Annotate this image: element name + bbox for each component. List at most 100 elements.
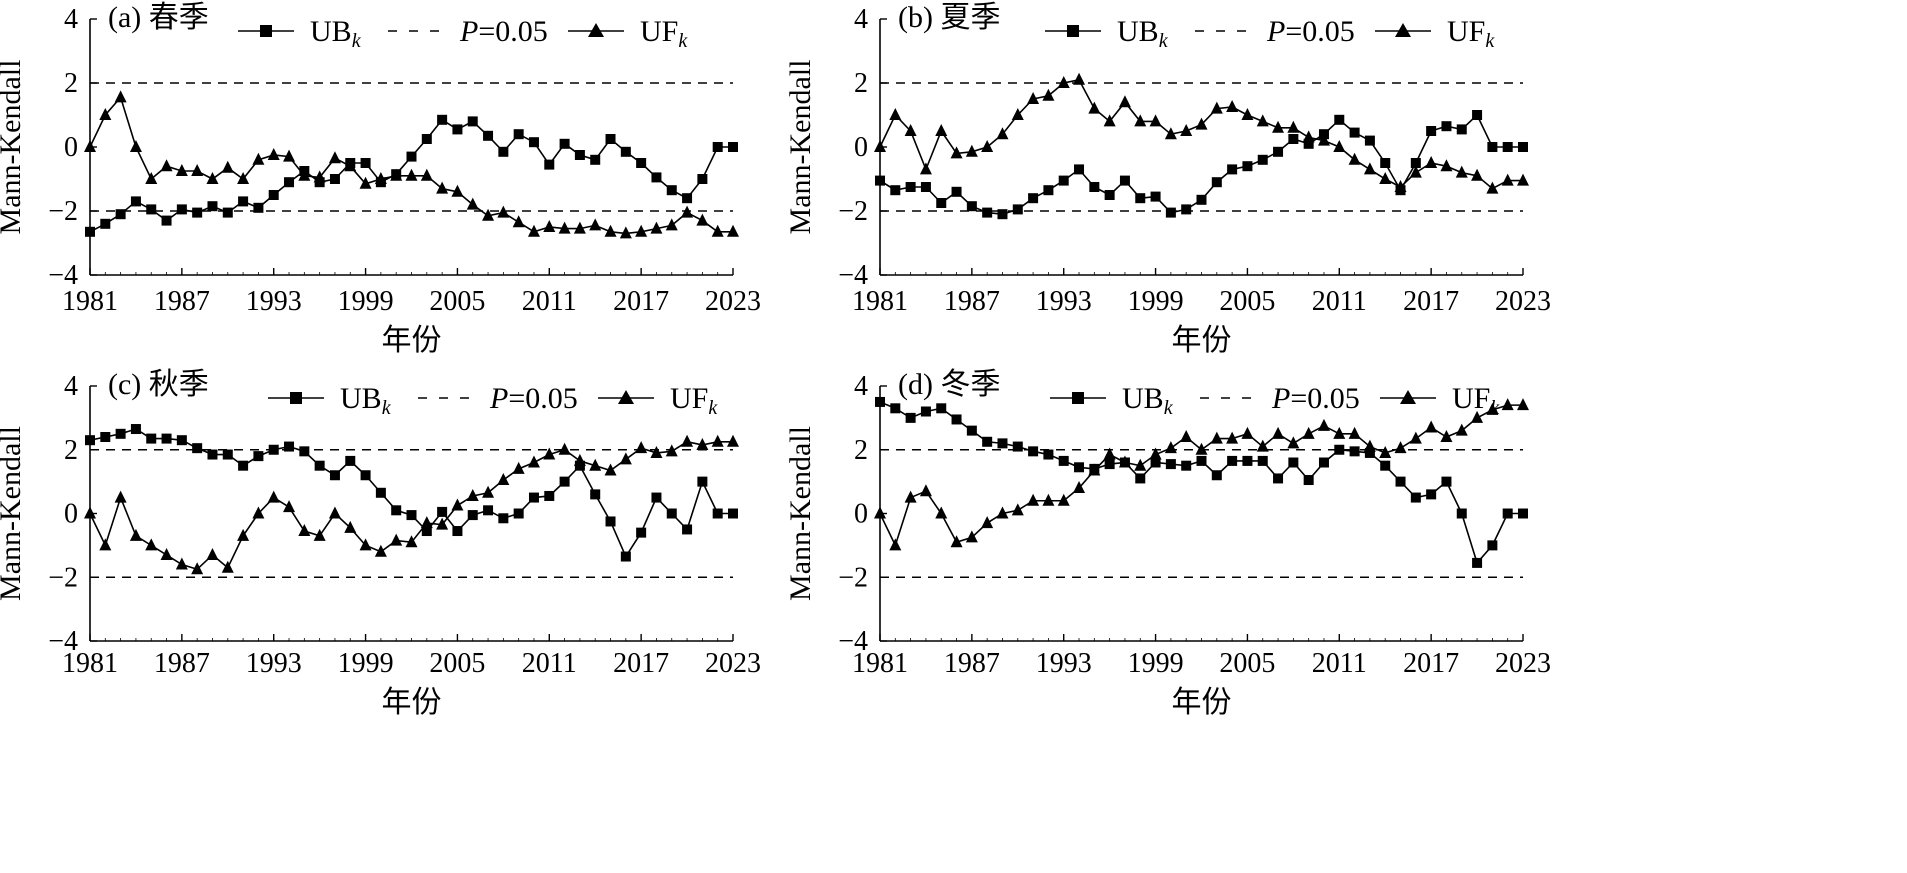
point-UBk <box>1242 455 1253 466</box>
point-UFk <box>482 208 495 221</box>
point-UFk <box>191 562 204 575</box>
point-UFk <box>981 140 994 152</box>
point-UBk <box>666 185 677 196</box>
point-UBk <box>712 508 723 519</box>
legend-p-label: P=0.05 <box>489 382 578 415</box>
point-UFk <box>359 538 372 551</box>
point-UFk <box>1501 173 1514 186</box>
legend-p-value: =0.05 <box>1290 382 1359 415</box>
point-UFk <box>237 528 250 541</box>
point-UBk <box>936 403 947 414</box>
point-UFk <box>160 547 173 560</box>
point-UBk <box>1196 194 1207 205</box>
y-tick-label: −2 <box>838 196 868 227</box>
panel-title: (c) 秋季 <box>108 368 209 401</box>
point-UFk <box>558 221 571 234</box>
point-UFk <box>1180 124 1193 136</box>
x-tick-label: 2011 <box>1312 286 1367 317</box>
point-UFk <box>1455 423 1468 436</box>
point-UBk <box>1288 457 1299 468</box>
point-UFk <box>99 538 112 551</box>
point-UBk <box>1150 191 1161 202</box>
point-UBk <box>1502 508 1513 519</box>
point-UBk <box>1518 142 1528 152</box>
point-UBk <box>1211 177 1222 188</box>
point-UBk <box>1012 441 1023 452</box>
point-UBk <box>391 505 402 516</box>
point-UBk <box>1135 193 1146 204</box>
point-UFk <box>466 197 479 210</box>
x-tick-label: 2023 <box>1495 648 1551 679</box>
point-UFk <box>1088 101 1101 114</box>
point-UBk <box>375 487 386 498</box>
point-UBk <box>467 510 478 521</box>
point-UFk <box>589 458 602 471</box>
y-tick-label: −4 <box>838 260 868 291</box>
point-UBk <box>176 435 187 446</box>
point-UBk <box>636 527 647 538</box>
point-UFk <box>527 455 540 468</box>
point-UFk <box>374 172 387 184</box>
point-UBk <box>1273 473 1284 484</box>
point-UBk <box>1242 161 1253 172</box>
x-tick-label: 2023 <box>705 286 761 317</box>
point-UFk <box>405 168 418 181</box>
point-UBk <box>697 174 708 184</box>
point-UFk <box>1042 88 1055 101</box>
legend-p-symbol: P <box>489 382 508 415</box>
point-UFk <box>1103 447 1116 460</box>
point-UBk <box>559 138 570 149</box>
y-tick-label: 2 <box>64 68 78 99</box>
point-UFk <box>1471 168 1484 181</box>
point-UFk <box>889 538 902 551</box>
point-UBk <box>890 185 901 196</box>
point-UFk <box>221 560 234 573</box>
legend-p-label: P=0.05 <box>1271 382 1360 415</box>
point-UFk <box>1425 420 1438 433</box>
point-UFk <box>1241 108 1254 120</box>
point-UBk <box>498 513 509 524</box>
point-UBk <box>1104 190 1115 200</box>
point-UFk <box>696 213 709 226</box>
point-UBk <box>1227 455 1238 466</box>
x-axis-title: 年份 <box>382 324 442 357</box>
point-UBk <box>1211 470 1222 481</box>
point-UBk <box>222 449 233 460</box>
point-UFk <box>1486 402 1499 415</box>
point-UBk <box>920 406 931 417</box>
point-UFk <box>1287 436 1300 449</box>
point-UFk <box>1348 426 1361 439</box>
point-UFk <box>665 218 678 231</box>
point-UFk <box>1088 463 1101 476</box>
point-UBk <box>452 526 463 537</box>
point-UBk <box>1441 476 1452 487</box>
x-tick-label: 1987 <box>944 286 1000 317</box>
point-UBk <box>620 146 631 157</box>
point-UFk <box>1134 114 1147 127</box>
point-UBk <box>284 177 295 188</box>
point-UFk <box>696 437 709 450</box>
point-UBk <box>697 476 708 487</box>
point-UBk <box>1364 447 1375 458</box>
point-UBk <box>905 182 916 192</box>
point-UFk <box>1272 120 1285 133</box>
point-UFk <box>420 168 433 181</box>
point-UFk <box>512 461 525 474</box>
point-UFk <box>1057 493 1070 506</box>
point-UFk <box>344 159 357 172</box>
y-tick-label: −4 <box>48 260 78 291</box>
legend-ub-label: UBk <box>1117 15 1169 52</box>
point-UFk <box>1302 130 1315 143</box>
point-UBk <box>1441 121 1452 132</box>
point-UBk <box>513 129 524 140</box>
point-UBk <box>1426 126 1437 136</box>
point-UFk <box>175 164 188 176</box>
legend-ub-marker <box>290 392 302 404</box>
point-UBk <box>1518 508 1528 519</box>
point-UFk <box>267 490 280 503</box>
point-UFk <box>328 151 341 164</box>
point-UBk <box>207 201 218 212</box>
point-UFk <box>711 224 724 237</box>
point-UFk <box>573 453 586 466</box>
point-UFk <box>1103 114 1116 127</box>
